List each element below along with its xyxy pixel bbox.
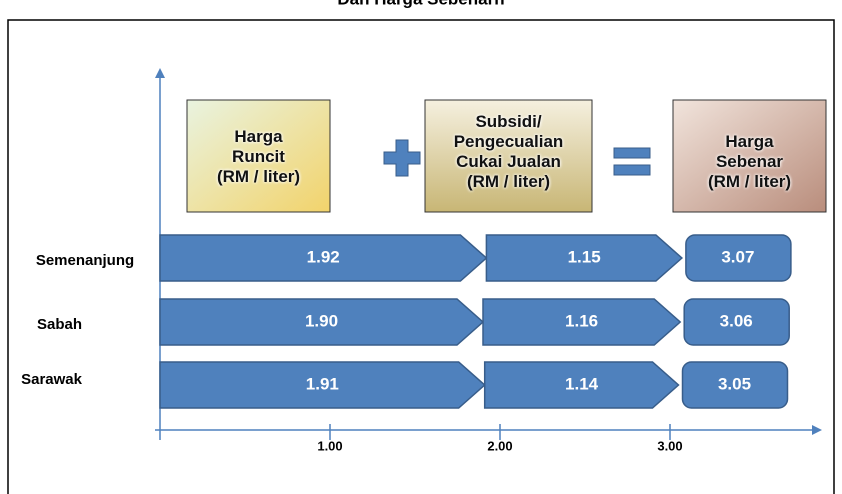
bar-arrow — [159, 234, 488, 282]
value-label: 3.06 — [720, 311, 753, 330]
equals-sign — [613, 164, 651, 176]
value-label: 1.16 — [565, 311, 598, 330]
x-axis-arrow — [812, 425, 822, 435]
equals-sign — [613, 147, 651, 159]
total-box — [681, 361, 789, 409]
legend-label: Harga Sebenar (RM / liter) — [707, 132, 792, 191]
value-label: 1.91 — [306, 374, 339, 393]
bar-arrow — [485, 234, 684, 282]
value-label: 3.07 — [721, 247, 754, 266]
x-tick-label: 1.00 — [317, 438, 342, 453]
category-label: Sarawak — [21, 371, 83, 388]
value-label: 1.90 — [305, 311, 338, 330]
header-image — [672, 99, 827, 213]
frame — [7, 19, 835, 494]
value-label: 1.92 — [307, 247, 340, 266]
value-label: 1.14 — [565, 374, 599, 393]
legend-label: Subsidi/ Pengecualian Cukai Jualan (RM /… — [453, 112, 564, 191]
x-tick-label: 3.00 — [657, 438, 682, 453]
plus-sign — [383, 139, 421, 177]
header-image — [186, 99, 331, 213]
chart-title: Dan Harga Sebenarn — [337, 0, 504, 8]
total-box — [685, 234, 792, 282]
value-label: 1.15 — [568, 247, 601, 266]
bar-arrow — [483, 361, 680, 409]
x-tick-label: 2.00 — [487, 438, 512, 453]
y-axis-arrow — [155, 68, 165, 78]
category-label: Semenanjung — [36, 252, 134, 269]
header-image — [424, 99, 593, 213]
total-box — [683, 298, 790, 346]
value-label: 3.05 — [718, 374, 751, 393]
bar-arrow — [482, 298, 682, 346]
bar-arrow — [159, 298, 485, 346]
category-label: Sabah — [37, 316, 82, 333]
legend-label: Harga Runcit (RM / liter) — [216, 127, 301, 186]
bar-arrow — [159, 361, 486, 409]
